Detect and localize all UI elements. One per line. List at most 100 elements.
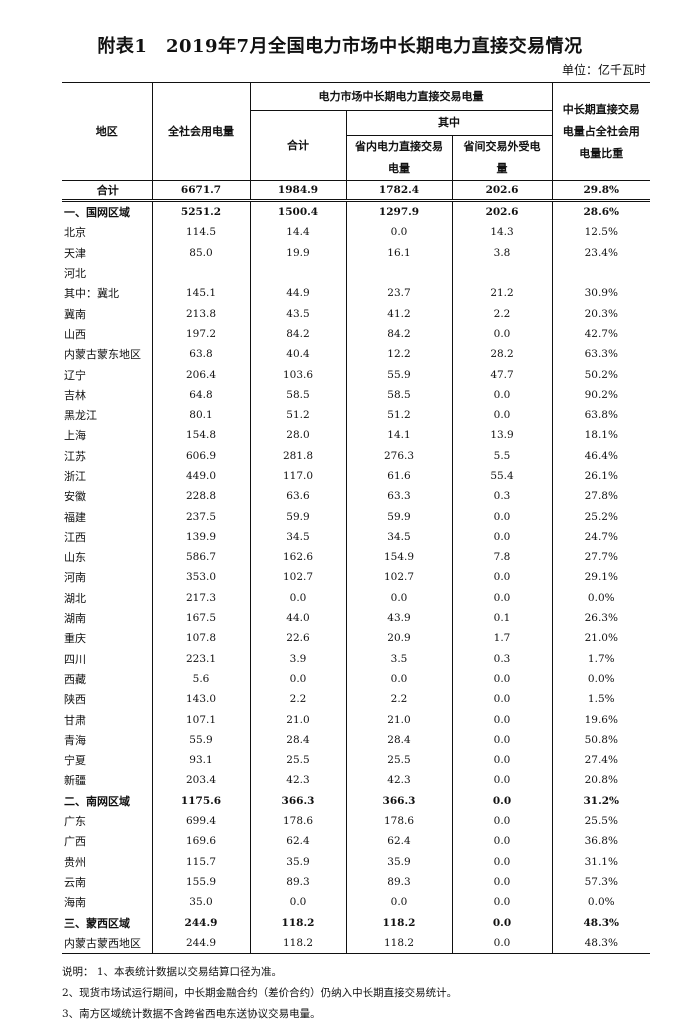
table-row: 黑龙江 80.1 51.2 51.2 0.0 63.8% bbox=[62, 404, 651, 426]
header-subtotal: 合计 bbox=[249, 110, 347, 181]
cell: 20.9 bbox=[345, 628, 452, 649]
table-row: 湖北 217.3 0.0 0.0 0.0 0.0% bbox=[62, 587, 651, 608]
cell: 202.6 bbox=[451, 200, 553, 223]
cell: 16.1 bbox=[345, 242, 452, 263]
cell: 27.4% bbox=[551, 750, 651, 771]
table-row: 浙江 449.0 117.0 61.6 55.4 26.1% bbox=[62, 465, 651, 487]
cell bbox=[345, 262, 452, 284]
cell: 44.0 bbox=[249, 607, 346, 629]
cell: 213.8 bbox=[151, 303, 250, 324]
cell: 0.0 bbox=[451, 506, 553, 527]
region-name: 青海 bbox=[64, 733, 86, 747]
cell: 1.5% bbox=[551, 689, 651, 710]
cell: 0.0% bbox=[551, 587, 651, 608]
region-name: 辽宁 bbox=[64, 368, 86, 382]
cell: 167.5 bbox=[151, 607, 250, 629]
table-row: 广西 169.6 62.4 62.4 0.0 36.8% bbox=[62, 831, 651, 852]
cell: 0.0 bbox=[249, 587, 346, 608]
cell: 合计 bbox=[62, 180, 152, 202]
cell: 0.1 bbox=[451, 607, 553, 629]
cell bbox=[451, 262, 553, 284]
cell: 7.8 bbox=[451, 547, 553, 568]
cell: 50.2% bbox=[551, 364, 651, 385]
cell: 51.2 bbox=[249, 404, 346, 426]
cell: 0.3 bbox=[451, 648, 553, 669]
cell: 26.3% bbox=[551, 607, 651, 629]
cell: 46.4% bbox=[551, 445, 651, 466]
cell: 55.9 bbox=[151, 729, 250, 751]
cell: 21.2 bbox=[451, 283, 553, 304]
cell: 84.2 bbox=[249, 323, 346, 345]
cell: 118.2 bbox=[345, 912, 452, 933]
region-name: 山西 bbox=[64, 327, 86, 341]
cell: 84.2 bbox=[345, 323, 452, 345]
cell: 2.2 bbox=[345, 689, 452, 710]
region-name: 湖南 bbox=[64, 612, 86, 626]
header-total-consumption: 全社会用电量 bbox=[151, 82, 251, 181]
cell: 42.3 bbox=[249, 770, 346, 791]
note-1: 说明： 1、本表统计数据以交易结算口径为准。 bbox=[62, 966, 283, 978]
region-name: 广东 bbox=[64, 815, 86, 829]
cell: 102.7 bbox=[345, 567, 452, 588]
cell: 25.5 bbox=[249, 750, 346, 771]
cell: 89.3 bbox=[345, 871, 452, 893]
cell: 35.9 bbox=[249, 851, 346, 872]
region-name: 河北 bbox=[64, 267, 86, 281]
region-name: 甘肃 bbox=[64, 713, 86, 727]
cell: 24.7% bbox=[551, 526, 651, 548]
cell bbox=[551, 262, 651, 284]
cell: 0.0 bbox=[249, 892, 346, 913]
cell: 42.3 bbox=[345, 770, 452, 791]
table-row: 天津 85.0 19.9 16.1 3.8 23.4% bbox=[62, 242, 651, 263]
region-name: 浙江 bbox=[64, 470, 86, 483]
table-row: 山西 197.2 84.2 84.2 0.0 42.7% bbox=[62, 323, 651, 345]
cell: 42.7% bbox=[551, 323, 651, 345]
cell: 0.0 bbox=[451, 323, 553, 345]
cell: 103.6 bbox=[249, 364, 346, 385]
region-name: 海南 bbox=[64, 896, 86, 910]
cell: 34.5 bbox=[249, 526, 346, 548]
cell: 0.0 bbox=[451, 567, 553, 588]
cell: 85.0 bbox=[151, 242, 250, 263]
cell: 2.2 bbox=[451, 303, 553, 324]
total-row: 合计 6671.7 1984.9 1782.4 202.6 29.8% bbox=[62, 180, 651, 202]
header-of-which: 其中 bbox=[345, 110, 553, 136]
cell: 62.4 bbox=[345, 831, 452, 852]
note-2: 2、现货市场试运行期间，中长期金融合约（差价合约）仍纳入中长期直接交易统计。 bbox=[62, 987, 458, 999]
table-row: 陕西 143.0 2.2 2.2 0.0 1.5% bbox=[62, 689, 651, 710]
cell: 366.3 bbox=[249, 790, 346, 811]
cell: 3.5 bbox=[345, 648, 452, 669]
cell: 0.0 bbox=[451, 384, 553, 405]
cell bbox=[151, 262, 250, 284]
cell: 47.7 bbox=[451, 364, 553, 385]
note-3: 3、南方区域统计数据不含跨省西电东送协议交易电量。 bbox=[62, 1008, 321, 1020]
region-name: 云南 bbox=[64, 875, 86, 889]
region-name: 黑龙江 bbox=[64, 409, 97, 423]
cell: 1297.9 bbox=[345, 200, 452, 223]
cell bbox=[249, 262, 346, 284]
cell: 30.9% bbox=[551, 283, 651, 304]
table-row: 宁夏 93.1 25.5 25.5 0.0 27.4% bbox=[62, 750, 651, 771]
cell: 0.0 bbox=[451, 912, 553, 933]
cell: 1500.4 bbox=[249, 200, 346, 223]
cell: 5.6 bbox=[151, 668, 250, 690]
table-row: 江西 139.9 34.5 34.5 0.0 24.7% bbox=[62, 526, 651, 548]
cell: 154.9 bbox=[345, 547, 452, 568]
table-row: 安徽 228.8 63.6 63.3 0.3 27.8% bbox=[62, 486, 651, 507]
cell: 2.2 bbox=[249, 689, 346, 710]
cell: 63.8% bbox=[551, 404, 651, 426]
cell: 19.9 bbox=[249, 242, 346, 263]
cell: 118.2 bbox=[249, 912, 346, 933]
cell: 169.6 bbox=[151, 831, 250, 852]
cell: 57.3% bbox=[551, 871, 651, 893]
cell: 353.0 bbox=[151, 567, 250, 588]
cell: 29.8% bbox=[551, 180, 651, 202]
header-trade-group: 电力市场中长期电力直接交易电量 bbox=[249, 82, 553, 111]
cell: 0.0 bbox=[451, 892, 553, 913]
cell: 143.0 bbox=[151, 689, 250, 710]
cell: 0.0 bbox=[451, 750, 553, 771]
cell: 63.6 bbox=[249, 486, 346, 507]
cell: 114.5 bbox=[151, 222, 250, 243]
cell: 107.1 bbox=[151, 709, 250, 730]
cell: 0.0 bbox=[451, 689, 553, 710]
